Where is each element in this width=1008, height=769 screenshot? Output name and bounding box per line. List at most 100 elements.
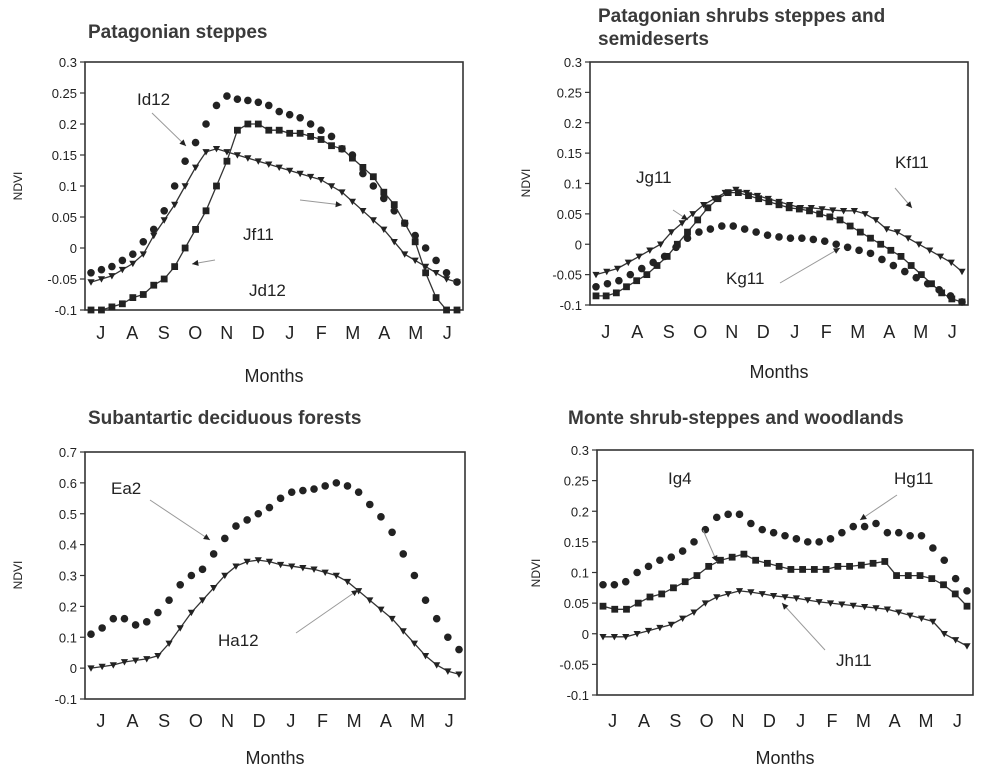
y-tick-label: 0.2: [59, 117, 77, 132]
data-point-hg11: [611, 605, 619, 613]
data-point-jf11: [118, 266, 126, 274]
data-point-kf11: [836, 216, 844, 224]
data-point-kg11: [672, 243, 680, 252]
data-point-id12: [254, 98, 263, 107]
data-point-jd12: [139, 291, 147, 298]
data-point-jd12: [296, 129, 304, 137]
data-point-ha12: [120, 659, 129, 666]
data-point-ig4: [917, 531, 926, 540]
data-point-hg11: [717, 556, 724, 564]
month-tick-label: S: [158, 323, 170, 343]
y-tick-label: -0.1: [55, 692, 77, 707]
data-point-kg11: [752, 228, 760, 236]
data-point-jd12: [307, 133, 314, 140]
data-point-ea2: [321, 482, 329, 490]
month-tick-label: F: [827, 711, 838, 731]
series-annotation: Ha12: [218, 631, 259, 650]
y-tick-label: 0.05: [52, 210, 77, 225]
y-tick-label: 0.4: [59, 538, 77, 553]
data-point-kg11: [809, 235, 818, 244]
data-point-jg11: [603, 268, 611, 276]
data-point-jf11: [453, 279, 461, 286]
data-point-kf11: [785, 204, 793, 212]
y-tick-label: 0.2: [59, 599, 77, 614]
month-tick-label: A: [883, 322, 895, 342]
data-point-jf11: [233, 152, 241, 159]
data-point-ha12: [98, 663, 106, 671]
data-point-kg11: [798, 234, 806, 242]
data-point-jd12: [390, 201, 398, 208]
data-point-jh11: [610, 634, 618, 641]
data-point-jg11: [635, 253, 643, 260]
leader-line: [151, 112, 187, 147]
data-point-jh11: [792, 595, 800, 602]
data-point-jh11: [644, 627, 653, 635]
data-point-jh11: [713, 594, 721, 601]
data-point-kf11: [775, 201, 783, 209]
data-point-kg11: [866, 249, 875, 258]
month-tick-label: M: [410, 711, 425, 731]
data-point-hg11: [763, 559, 771, 567]
data-point-id12: [244, 96, 252, 105]
data-point-jh11: [770, 592, 778, 600]
y-tick-label: 0.05: [564, 596, 589, 611]
data-point-kf11: [856, 228, 864, 236]
data-point-ha12: [377, 606, 385, 614]
month-tick-label: M: [856, 711, 871, 731]
data-point-id12: [202, 120, 210, 128]
month-tick-label: M: [345, 323, 360, 343]
data-point-ha12: [165, 640, 173, 648]
data-point-kg11: [649, 258, 657, 267]
month-tick-label: O: [188, 323, 202, 343]
data-point-jg11: [829, 207, 837, 214]
data-point-id12: [118, 256, 127, 265]
data-point-jd12: [129, 294, 137, 301]
data-point-jd12: [160, 275, 168, 283]
month-tick-label: A: [889, 711, 901, 731]
data-point-jg11: [818, 206, 826, 213]
data-point-hg11: [693, 572, 701, 579]
month-tick-label: M: [913, 322, 928, 342]
data-point-kf11: [592, 292, 600, 300]
data-point-ea2: [265, 503, 274, 512]
month-tick-label: S: [663, 322, 675, 342]
y-tick-label: 0.3: [564, 55, 582, 70]
data-point-hg11: [787, 566, 795, 573]
data-point-jd12: [202, 207, 210, 215]
data-point-ha12: [198, 597, 207, 604]
month-tick-label: F: [316, 323, 327, 343]
data-point-jf11: [97, 276, 106, 283]
leader-line: [299, 199, 343, 206]
month-tick-label: J: [601, 322, 610, 342]
month-tick-label: D: [763, 711, 776, 731]
y-axis-label: NDVI: [11, 172, 25, 201]
data-point-hg11: [822, 566, 830, 573]
data-point-ea2: [332, 479, 341, 487]
data-point-id12: [97, 265, 106, 274]
data-point-jg11: [915, 241, 923, 248]
data-point-kg11: [706, 225, 715, 233]
data-point-id12: [108, 262, 116, 271]
data-point-ha12: [243, 558, 251, 566]
data-point-hg11: [893, 572, 900, 579]
data-point-id12: [149, 225, 158, 234]
data-point-kg11: [786, 234, 795, 242]
y-tick-label: -0.1: [560, 298, 582, 313]
data-point-id12: [275, 107, 284, 116]
data-point-jg11: [667, 229, 675, 236]
data-point-ea2: [176, 580, 185, 589]
data-point-jh11: [838, 601, 846, 608]
data-point-jd12: [317, 136, 325, 143]
data-point-id12: [212, 101, 221, 110]
y-tick-label: 0.7: [59, 445, 77, 460]
data-point-jf11: [411, 257, 419, 264]
data-point-jh11: [599, 634, 607, 641]
data-point-jf11: [380, 226, 388, 233]
data-point-jd12: [422, 269, 430, 277]
data-point-jg11: [592, 271, 600, 279]
data-point-kg11: [592, 282, 600, 291]
data-point-hg11: [940, 581, 947, 589]
data-point-jg11: [958, 268, 966, 276]
data-point-hg11: [646, 593, 654, 601]
series-annotation: Hg11: [894, 469, 933, 488]
